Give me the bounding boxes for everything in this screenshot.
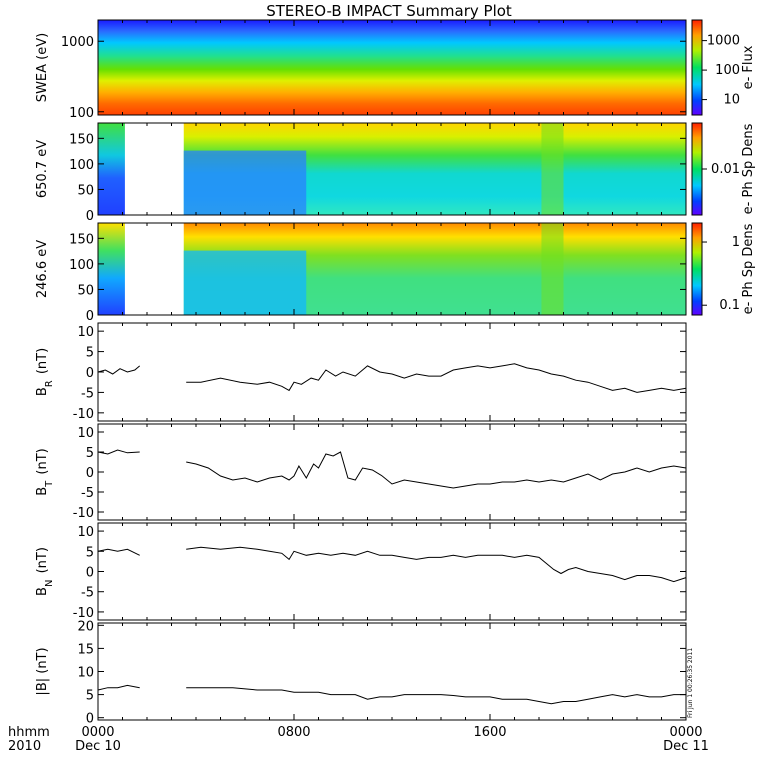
x-tick-date-label: Dec 10 xyxy=(75,739,121,754)
panel-3-ylabel: BR (nT) xyxy=(35,348,55,396)
panel-6-y-tick-label: 15 xyxy=(77,642,94,657)
panel-3-series-segment-0 xyxy=(97,365,141,375)
panel-6-y-tick-label: 0 xyxy=(86,712,94,727)
panel-5: -10 -5 0 5 10 BN (nT) xyxy=(35,522,687,621)
panel-5-ylabel-units: (nT) xyxy=(35,547,50,577)
x-tick-label: 0000 xyxy=(669,725,702,740)
panel-4-ylabel-sub: T xyxy=(44,480,55,488)
panel-6-y-tick-label: 20 xyxy=(77,619,94,634)
panel-0-colorbar-tick-label: 1000 xyxy=(707,34,740,49)
panel-6: 0 5 10 15 20 |B| (nT) xyxy=(35,619,687,727)
panel-2-y-tick-label: 0 xyxy=(86,309,94,324)
panel-0-ylabel: SWEA (eV) xyxy=(35,33,50,102)
panel-1-colorbar xyxy=(691,122,703,216)
panel-1-y-tick-label: 0 xyxy=(86,209,94,224)
panel-4-y-tick-label: -10 xyxy=(73,506,94,521)
panel-2-colorbar xyxy=(691,222,703,316)
x-tick-label: 0800 xyxy=(277,725,310,740)
panel-3-y-tick-label: 10 xyxy=(77,325,94,340)
panel-1-colorbar-label: e- Ph Sp Dens xyxy=(741,123,756,214)
pad-1-low-flux-region xyxy=(183,150,307,215)
x-tick-label: 0000 xyxy=(81,725,114,740)
pad-2-early-data xyxy=(98,223,125,315)
panel-4-y-tick-label: 5 xyxy=(86,446,94,461)
x-axis-caption-year: 2010 xyxy=(8,739,41,754)
panel-4-series-segment-0 xyxy=(97,449,140,455)
pad-2-event-band xyxy=(541,223,564,315)
panel-0-colorbar-tick-label: 100 xyxy=(715,63,740,78)
panel-2-colorbar-tick-label: 0.1 xyxy=(719,298,740,313)
pad-1-data-gap xyxy=(124,123,184,215)
panel-2-y-tick-label: 150 xyxy=(69,232,94,247)
generation-stamp: Fri Jun 1 00:26:35 2011 xyxy=(687,648,694,718)
panel-0-colorbar-label: e- Flux xyxy=(741,45,756,89)
panel-4-frame xyxy=(97,423,687,521)
panel-6-series-segment-1 xyxy=(186,687,686,705)
panel-2-colorbar-tick-label: 1 xyxy=(732,235,740,250)
panel-5-series-segment-0 xyxy=(97,548,140,556)
swea-spectrogram xyxy=(98,20,686,115)
panel-3-y-tick-label: -5 xyxy=(81,386,94,401)
panel-2-ylabel: 246.6 eV xyxy=(35,240,50,298)
panel-4-y-tick-label: 0 xyxy=(86,466,94,481)
panel-4-ylabel-units: (nT) xyxy=(35,448,50,478)
panel-5-y-tick-label: 0 xyxy=(86,566,94,581)
panel-2: 0.1 1 e- Ph Sp Dens 0 50 100 150 246.6 eV xyxy=(35,222,756,324)
panel-0-y-tick-label: 1000 xyxy=(61,35,94,50)
pad-1-event-band xyxy=(541,123,564,215)
panel-6-series-segment-0 xyxy=(97,684,140,691)
panel-4: -10 -5 0 5 10 BT (nT) xyxy=(35,423,687,521)
panel-5-frame xyxy=(97,522,687,621)
panel-3: -10 -5 0 5 10 BR (nT) xyxy=(35,322,687,422)
panel-3-ylabel-sub: R xyxy=(44,380,55,387)
panel-2-colorbar-label: e- Ph Sp Dens xyxy=(741,223,756,314)
panel-3-y-tick-label: 0 xyxy=(86,366,94,381)
x-axis-caption-hhmm: hhmm xyxy=(8,725,50,740)
panel-2-y-tick-label: 100 xyxy=(69,258,94,273)
plot-title: STEREO-B IMPACT Summary Plot xyxy=(266,2,512,20)
panel-1-y-tick-label: 50 xyxy=(77,183,94,198)
panel-0-colorbar xyxy=(691,19,703,116)
panel-6-y-tick-label: 5 xyxy=(86,689,94,704)
panel-6-ylabel: |B| (nT) xyxy=(35,647,50,695)
panel-6-y-tick-label: 10 xyxy=(77,666,94,681)
panel-3-ylabel-units: (nT) xyxy=(35,348,50,378)
panel-1-y-tick-label: 150 xyxy=(69,132,94,147)
panel-3-y-tick-label: 5 xyxy=(86,346,94,361)
x-tick-label: 1600 xyxy=(473,725,506,740)
pad-2-data-gap xyxy=(124,223,184,315)
panel-0-colorbar-tick-label: 10 xyxy=(723,93,740,108)
panel-5-ylabel-sub: N xyxy=(44,580,55,587)
panel-4-series-segment-1 xyxy=(186,451,687,489)
panel-1-ylabel: 650.7 eV xyxy=(35,140,50,198)
panel-1-y-tick-label: 100 xyxy=(69,158,94,173)
panel-5-series-segment-1 xyxy=(186,546,687,583)
panel-5-y-tick-label: 5 xyxy=(86,545,94,560)
panel-3-frame xyxy=(97,322,687,422)
panel-1: 0.01 e- Ph Sp Dens 0 50 100 150 650.7 eV xyxy=(35,122,756,224)
panel-5-y-tick-label: 10 xyxy=(77,525,94,540)
panel-6-frame xyxy=(97,622,687,721)
panel-5-y-tick-label: -10 xyxy=(73,606,94,621)
panel-5-ylabel: BN (nT) xyxy=(35,547,55,596)
panel-2-y-tick-label: 50 xyxy=(77,283,94,298)
panel-1-colorbar-tick-label: 0.01 xyxy=(711,162,740,177)
panel-4-y-tick-label: 10 xyxy=(77,426,94,441)
panel-4-ylabel: BT (nT) xyxy=(35,448,55,496)
panel-3-series-segment-1 xyxy=(186,363,687,393)
x-tick-date-label: Dec 11 xyxy=(663,739,709,754)
panel-0-y-tick-label: 100 xyxy=(69,106,94,121)
panel-3-y-tick-label: -10 xyxy=(73,407,94,422)
pad-2-low-flux-region xyxy=(183,250,307,315)
panel-4-y-tick-label: -5 xyxy=(81,486,94,501)
panel-5-y-tick-label: -5 xyxy=(81,586,94,601)
pad-1-early-data xyxy=(98,123,125,215)
